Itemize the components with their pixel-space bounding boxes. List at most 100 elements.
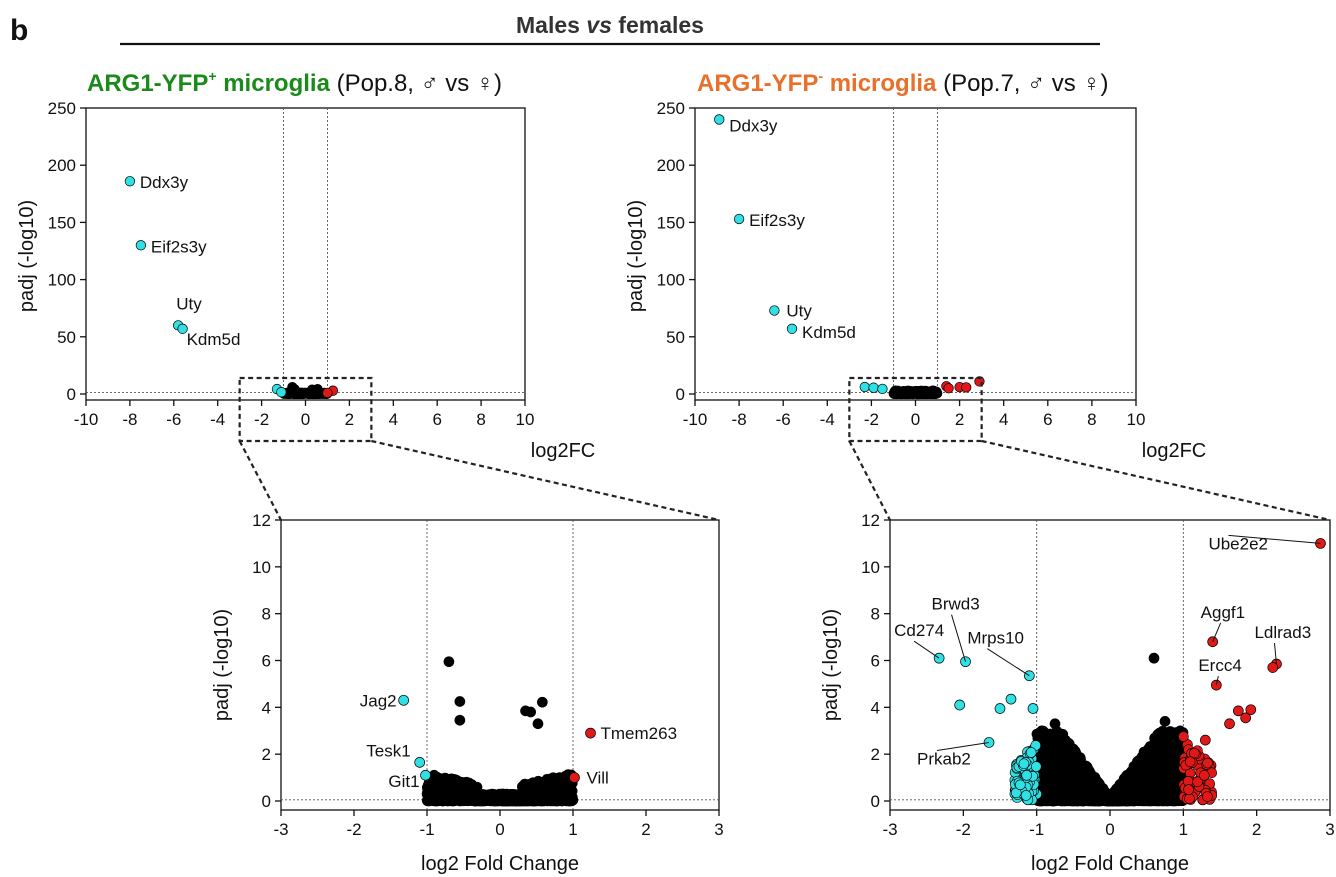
up-point	[585, 727, 596, 739]
y-tick-label: 200	[657, 156, 685, 175]
ns-point	[312, 384, 323, 395]
ns-point	[443, 656, 455, 668]
ns-point	[1131, 779, 1142, 791]
x-tick-label: -3	[273, 820, 288, 839]
y-tick-label: 4	[262, 698, 271, 717]
y-tick-label: 0	[871, 792, 880, 811]
up-point	[1202, 791, 1213, 802]
gene-label: Ercc4	[1198, 656, 1241, 675]
gene-label: Jag2	[360, 691, 397, 710]
gene-label: Cd274	[894, 621, 944, 640]
title-sup: -	[818, 68, 823, 84]
y-tick-label: 2	[262, 745, 271, 764]
y-tick-label: 4	[871, 698, 880, 717]
x-tick-label: -2	[956, 820, 971, 839]
up-point	[1198, 770, 1210, 781]
ns-point	[1039, 737, 1050, 748]
ns-point	[446, 783, 458, 794]
ns-point	[1048, 747, 1060, 759]
y-axis-label: padj (-log10)	[16, 200, 38, 312]
ns-point	[1153, 775, 1165, 787]
ns-point	[530, 792, 542, 804]
x-tick-label: 4	[389, 410, 398, 429]
title-pop: (Pop.7, ♂ vs ♀)	[936, 70, 1108, 97]
down-point	[1027, 703, 1039, 714]
x-tick-label: 10	[1127, 410, 1146, 429]
up-point	[961, 382, 972, 393]
ns-point	[1150, 795, 1161, 807]
y-tick-label: 6	[871, 652, 880, 671]
gene-label: Ddx3y	[140, 173, 189, 192]
x-tick-label: -4	[210, 410, 225, 429]
ns-point	[454, 696, 466, 707]
gene-label: Uty	[176, 294, 202, 313]
title-cell: ARG1-YFP	[87, 70, 208, 97]
y-tick-label: 0	[67, 385, 76, 404]
ns-point	[1116, 778, 1128, 790]
down-point	[1020, 790, 1032, 801]
down-point	[714, 114, 725, 125]
down-point	[1005, 693, 1017, 705]
down-point	[414, 757, 426, 768]
x-tick-label: -8	[732, 410, 747, 429]
gene-label: Kdm5d	[802, 323, 856, 342]
ns-point	[1049, 718, 1061, 730]
x-tick-label: -4	[820, 410, 835, 429]
ns-point	[1048, 758, 1060, 770]
y-tick-label: 8	[262, 605, 271, 624]
x-tick-label: 8	[476, 410, 485, 429]
ns-point	[561, 792, 573, 804]
ns-point	[519, 793, 531, 805]
x-tick-label: -10	[683, 410, 708, 429]
x-axis-label: log2FC	[1142, 440, 1206, 462]
up-point	[943, 383, 954, 394]
up-point	[1240, 712, 1252, 724]
x-tick-label: -6	[166, 410, 181, 429]
down-point	[1015, 779, 1026, 791]
ns-point	[1159, 716, 1171, 727]
x-tick-label: -1	[1029, 820, 1044, 839]
down-point	[877, 383, 888, 395]
y-tick-label: 250	[48, 99, 76, 118]
x-tick-label: 10	[516, 410, 535, 429]
down-point	[994, 703, 1006, 714]
x-axis-label: log2 Fold Change	[1031, 853, 1189, 875]
ns-point	[1148, 652, 1160, 664]
ns-point	[1089, 772, 1101, 784]
title-pop: (Pop.8, ♂ vs ♀)	[330, 70, 502, 97]
x-tick-label: 0	[911, 410, 920, 429]
y-tick-label: 12	[861, 511, 880, 530]
down-point	[1018, 758, 1030, 770]
header-part: Males	[516, 12, 586, 38]
down-point	[954, 699, 966, 711]
gene-label: Ldlrad3	[1254, 623, 1311, 642]
x-tick-label: 1	[568, 820, 577, 839]
plot-frame	[280, 519, 720, 811]
gene-label: Tesk1	[366, 741, 410, 760]
title-cell: ARG1-YFP	[697, 70, 818, 97]
y-tick-label: 150	[657, 213, 685, 232]
zoom-connector	[238, 440, 282, 521]
ns-point	[922, 388, 933, 399]
down-point	[398, 694, 409, 706]
x-tick-label: 3	[714, 820, 723, 839]
ns-point	[439, 774, 450, 785]
up-point	[1202, 757, 1213, 769]
gene-label: Ube2e2	[1208, 534, 1268, 553]
y-axis-label: padj (-log10)	[625, 200, 647, 312]
down-point	[135, 240, 147, 251]
x-tick-label: 8	[1087, 410, 1096, 429]
x-tick-label: 2	[1252, 820, 1261, 839]
up-point	[1178, 731, 1189, 742]
plot-top-left: -10 -8 -6 -4 -2 0 2 4 6 8 10050100150200250log2FCp…	[16, 99, 595, 462]
ns-point	[454, 714, 466, 726]
y-tick-label: 50	[57, 328, 76, 347]
y-tick-label: 10	[252, 558, 271, 577]
ns-point	[1154, 732, 1165, 744]
ns-point	[1054, 782, 1066, 793]
x-tick-label: -6	[776, 410, 791, 429]
y-tick-label: 12	[252, 511, 271, 530]
title-tail: microglia	[823, 70, 937, 97]
